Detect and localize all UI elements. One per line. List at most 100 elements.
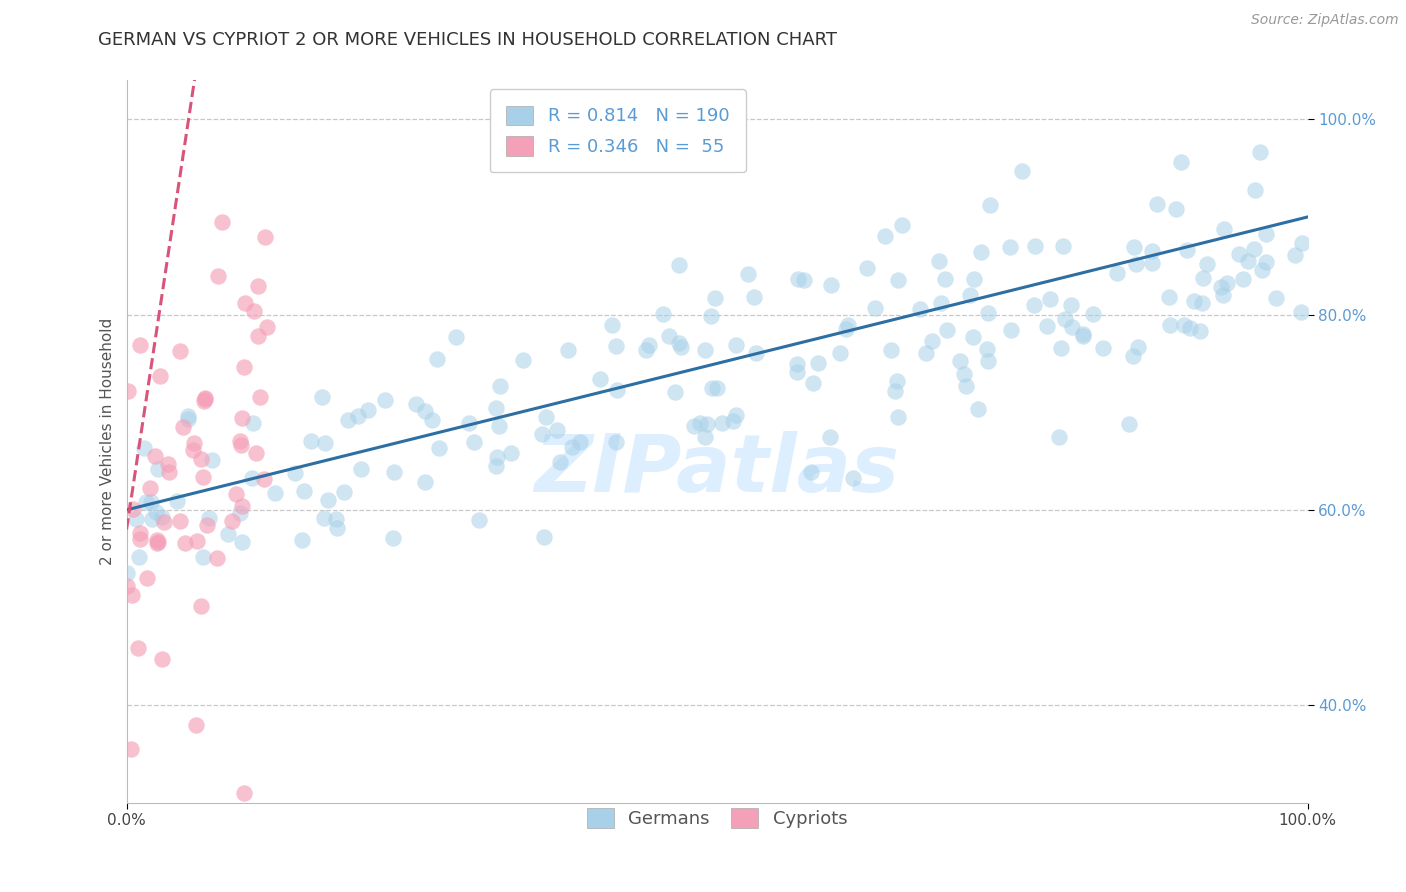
Point bbox=[1284, 248, 1306, 262]
Point bbox=[374, 392, 396, 407]
Point bbox=[311, 391, 333, 405]
Point bbox=[128, 338, 150, 352]
Point bbox=[962, 330, 984, 344]
Point bbox=[211, 215, 233, 229]
Point bbox=[284, 466, 307, 480]
Point bbox=[786, 272, 808, 286]
Point bbox=[1159, 318, 1181, 333]
Point bbox=[121, 588, 143, 602]
Point bbox=[463, 435, 485, 450]
Point bbox=[425, 351, 447, 366]
Point bbox=[786, 365, 808, 379]
Point bbox=[721, 414, 744, 428]
Point bbox=[489, 379, 512, 393]
Point bbox=[232, 786, 254, 800]
Point bbox=[634, 343, 657, 358]
Point bbox=[915, 346, 938, 360]
Point bbox=[929, 296, 952, 310]
Point bbox=[1091, 341, 1114, 355]
Point bbox=[605, 434, 627, 449]
Point bbox=[197, 510, 219, 524]
Point bbox=[229, 434, 252, 449]
Point bbox=[561, 440, 583, 454]
Point bbox=[350, 462, 373, 476]
Point bbox=[405, 397, 427, 411]
Point bbox=[145, 449, 167, 463]
Point bbox=[225, 487, 247, 501]
Point bbox=[793, 272, 815, 286]
Point bbox=[183, 436, 205, 450]
Point bbox=[127, 641, 149, 656]
Point bbox=[488, 419, 510, 434]
Text: GERMAN VS CYPRIOT 2 OR MORE VEHICLES IN HOUSEHOLD CORRELATION CHART: GERMAN VS CYPRIOT 2 OR MORE VEHICLES IN … bbox=[98, 31, 838, 49]
Point bbox=[600, 318, 623, 332]
Point bbox=[247, 329, 270, 343]
Point bbox=[887, 409, 910, 424]
Point bbox=[689, 416, 711, 430]
Point bbox=[1071, 329, 1094, 343]
Point bbox=[446, 330, 468, 344]
Point bbox=[207, 550, 229, 565]
Point bbox=[145, 533, 167, 548]
Point bbox=[169, 514, 191, 528]
Point bbox=[150, 510, 173, 524]
Point bbox=[166, 493, 188, 508]
Point bbox=[967, 401, 990, 416]
Point bbox=[1024, 239, 1046, 253]
Point bbox=[427, 441, 450, 455]
Point bbox=[512, 352, 534, 367]
Point bbox=[231, 410, 253, 425]
Point bbox=[190, 599, 212, 614]
Point bbox=[1053, 312, 1076, 326]
Point bbox=[245, 446, 267, 460]
Point bbox=[835, 322, 858, 336]
Point bbox=[664, 384, 686, 399]
Point bbox=[865, 301, 887, 315]
Point bbox=[326, 521, 349, 535]
Point bbox=[658, 328, 681, 343]
Point bbox=[181, 442, 204, 457]
Point bbox=[1209, 279, 1232, 293]
Point bbox=[1128, 340, 1150, 354]
Point bbox=[1216, 276, 1239, 290]
Point bbox=[959, 287, 981, 301]
Point bbox=[935, 323, 957, 337]
Point bbox=[668, 336, 690, 351]
Point bbox=[1191, 296, 1213, 310]
Point bbox=[700, 309, 723, 323]
Point bbox=[998, 240, 1021, 254]
Point bbox=[186, 534, 208, 549]
Point bbox=[742, 290, 765, 304]
Point bbox=[724, 338, 747, 352]
Point bbox=[141, 511, 163, 525]
Point bbox=[683, 419, 706, 434]
Point bbox=[217, 526, 239, 541]
Point bbox=[550, 455, 572, 469]
Point bbox=[818, 430, 841, 444]
Point bbox=[786, 357, 808, 371]
Point bbox=[117, 579, 139, 593]
Point bbox=[953, 367, 976, 381]
Point bbox=[201, 452, 224, 467]
Point bbox=[1237, 254, 1260, 268]
Point bbox=[134, 442, 156, 456]
Point bbox=[1173, 318, 1195, 332]
Point bbox=[139, 495, 162, 509]
Point bbox=[120, 742, 142, 756]
Legend: Germans, Cypriots: Germans, Cypriots bbox=[578, 799, 856, 837]
Point bbox=[589, 372, 612, 386]
Point bbox=[536, 409, 558, 424]
Point bbox=[135, 495, 157, 509]
Point bbox=[934, 272, 956, 286]
Point bbox=[1182, 294, 1205, 309]
Point bbox=[1140, 244, 1163, 258]
Point bbox=[745, 346, 768, 360]
Point bbox=[1052, 238, 1074, 252]
Point bbox=[693, 430, 716, 444]
Text: Source: ZipAtlas.com: Source: ZipAtlas.com bbox=[1251, 13, 1399, 28]
Point bbox=[195, 517, 218, 532]
Point bbox=[318, 492, 340, 507]
Point bbox=[949, 353, 972, 368]
Point bbox=[264, 486, 287, 500]
Point bbox=[145, 505, 167, 519]
